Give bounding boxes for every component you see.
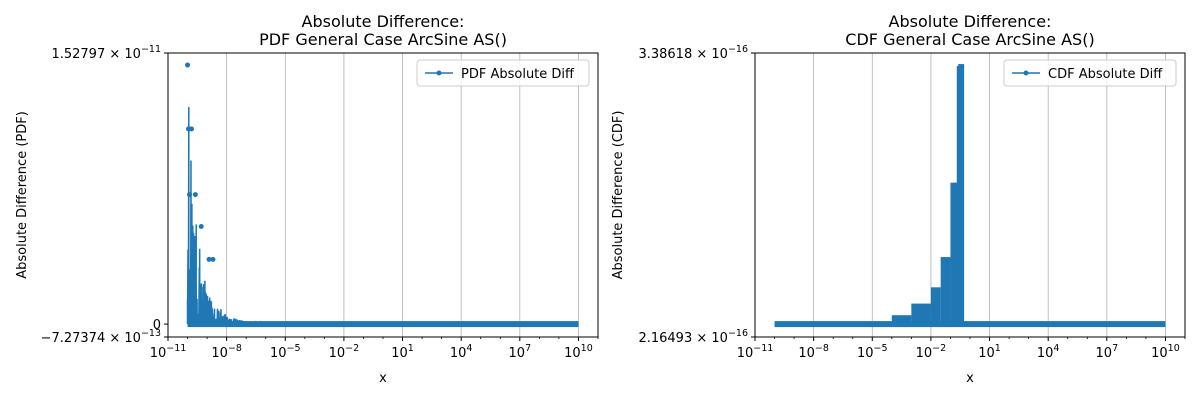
data-point (187, 192, 192, 198)
data-point (192, 192, 198, 198)
step-block (950, 184, 959, 325)
axes-frame (167, 52, 599, 338)
x-tick-label: 101 (391, 343, 414, 361)
legend: CDF Absolute Diff (1003, 59, 1177, 87)
y-axis-label: Absolute Difference (PDF) (15, 111, 30, 279)
series-0 (185, 62, 579, 328)
x-grid (167, 53, 579, 337)
step-markers (950, 182, 959, 187)
x-tick-label: 10−5 (857, 343, 888, 361)
chart-title-line1: Absolute Difference: (302, 12, 465, 31)
series-1 (774, 64, 1166, 328)
data-point (210, 256, 216, 262)
x-tick-label: 10−8 (798, 343, 829, 361)
chart-pdf: 10−11 10−8 10−5 10−2 101 104 107 1010 −7.27374 ×… (15, 12, 599, 386)
chart-title-line2: CDF General Case ArcSine AS() (845, 30, 1094, 49)
marker-band (774, 321, 1166, 328)
x-axis-label: x (966, 371, 974, 386)
x-tick-label: 10−11 (737, 343, 774, 361)
y-tick-label: 1.52797 × 10−11 (51, 44, 161, 62)
chart-title-line2: PDF General Case ArcSine AS() (259, 30, 507, 49)
step-block (891, 317, 912, 325)
legend-label: CDF Absolute Diff (1048, 67, 1163, 82)
legend-marker (436, 70, 442, 76)
data-point (185, 62, 191, 68)
legend-label: PDF Absolute Diff (461, 67, 575, 82)
step-block (911, 305, 931, 325)
y-tick-label: 3.38618 × 10−16 (638, 44, 748, 62)
step-block (930, 289, 941, 325)
x-tick-label: 10−11 (150, 343, 187, 361)
data-point (206, 256, 212, 262)
legend-box (416, 59, 590, 87)
step-markers (891, 315, 912, 320)
x-tick-label: 104 (1037, 343, 1060, 361)
x-tick-label: 10−5 (270, 343, 301, 361)
x-ticks: 10−11 10−8 10−5 10−2 101 104 107 1010 (150, 337, 599, 361)
x-tick-label: 107 (509, 343, 532, 361)
x-tick-label: 10−8 (211, 343, 242, 361)
data-point (198, 224, 204, 230)
step-markers (930, 287, 941, 292)
legend: PDF Absolute Diff (416, 59, 590, 87)
y-tick-label: 0 (153, 318, 161, 333)
y-ticks: −7.27374 × 10−130 1.52797 × 10−11 (41, 44, 168, 346)
x-ticks: 10−11 10−8 10−5 10−2 101 104 107 1010 (737, 337, 1186, 361)
y-ticks: 2.16493 × 10−16 3.38618 × 10−16 (638, 44, 755, 346)
step-markers (911, 303, 931, 308)
x-tick-label: 10−2 (916, 343, 947, 361)
step-block (940, 259, 951, 325)
x-axis-label: x (379, 371, 387, 386)
x-tick-label: 1010 (564, 343, 593, 361)
data-point (188, 126, 194, 132)
marker-band (187, 321, 579, 328)
y-tick-label: −7.27374 × 10−13 (41, 328, 161, 346)
chart-cdf: 10−11 10−8 10−5 10−2 101 104 107 1010 2.16493 × … (611, 12, 1186, 386)
legend-marker (1023, 70, 1029, 76)
x-tick-label: 10−2 (329, 343, 360, 361)
x-tick-label: 104 (450, 343, 473, 361)
y-tick-label: 2.16493 × 10−16 (638, 328, 748, 346)
axes-frame (754, 52, 1186, 338)
x-tick-label: 101 (978, 343, 1001, 361)
legend-box (1003, 59, 1177, 87)
y-axis-label: Absolute Difference (CDF) (611, 111, 626, 280)
x-tick-label: 107 (1096, 343, 1119, 361)
chart-title-line1: Absolute Difference: (889, 12, 1052, 31)
x-tick-label: 1010 (1151, 343, 1180, 361)
step-markers (940, 257, 951, 262)
